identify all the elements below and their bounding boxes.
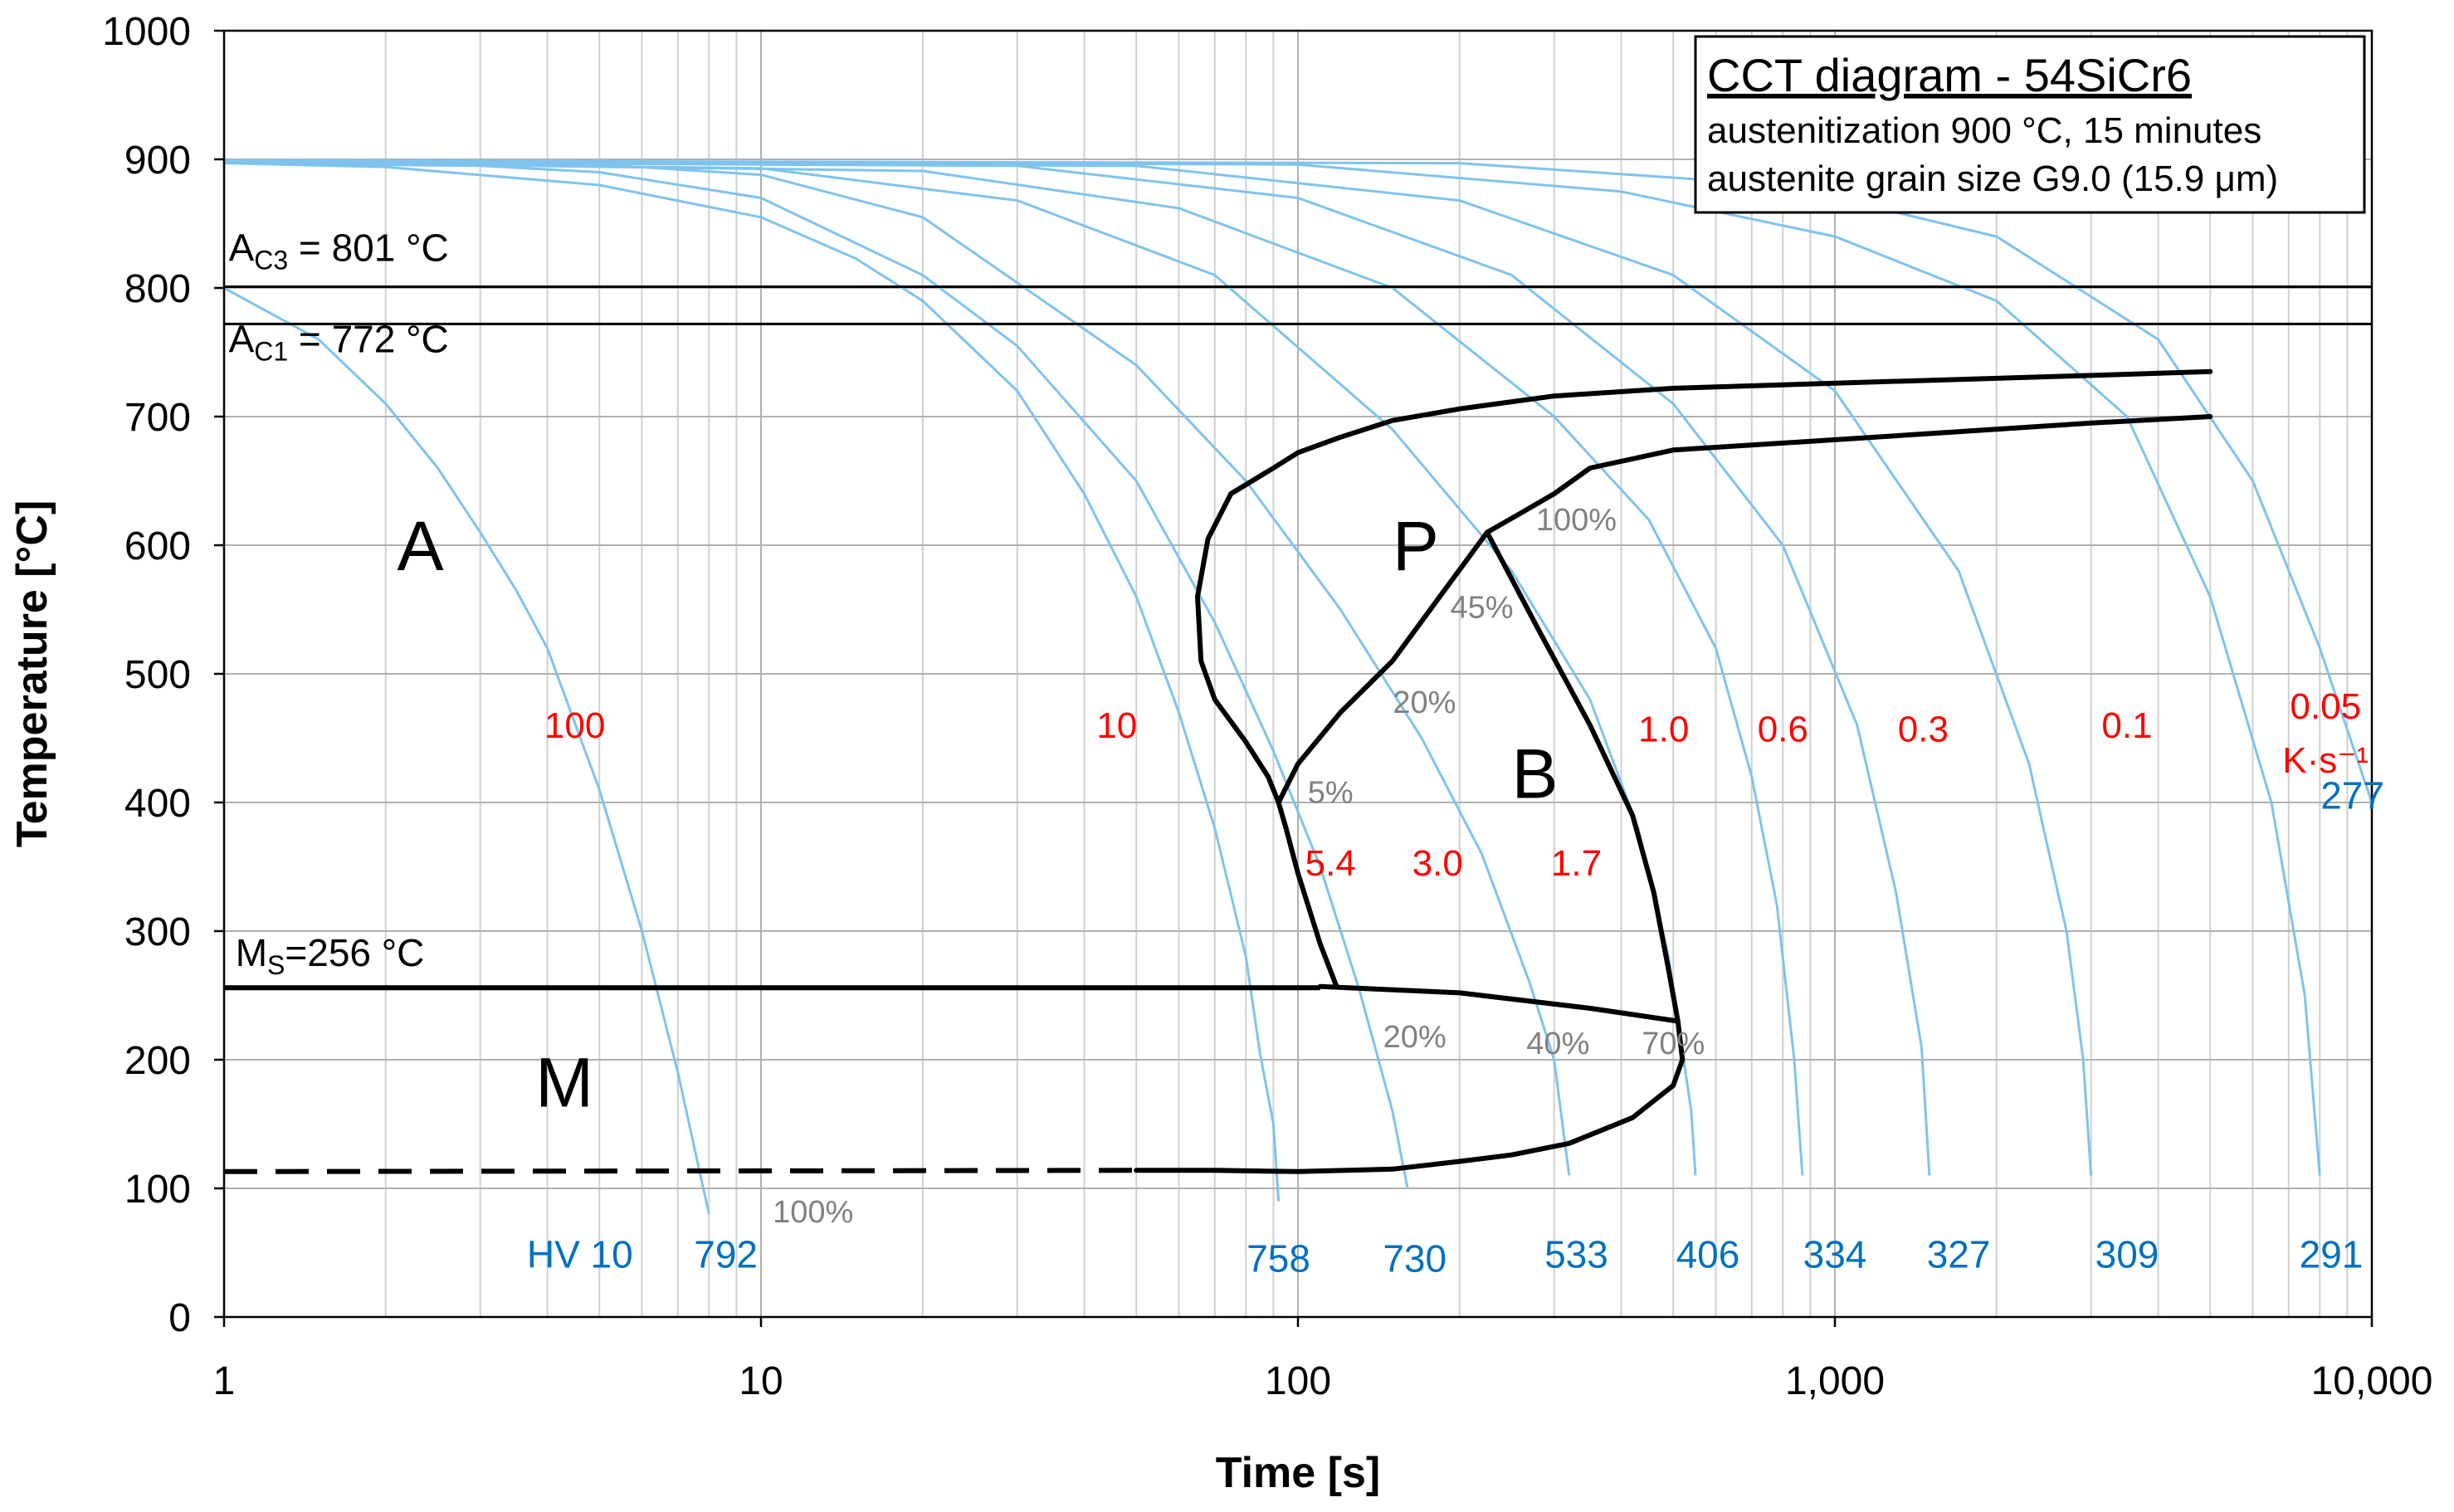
cooling-curve-100 [224, 286, 710, 1215]
y-tick-label: 300 [124, 910, 191, 954]
cooling-curve-10 [224, 162, 1281, 1202]
percent-label: 70% [1642, 1027, 1705, 1061]
y-tick-label: 100 [124, 1168, 191, 1212]
title-box-frame [1694, 35, 2366, 214]
x-tick-label: 1 [213, 1359, 236, 1403]
hardness-label: 533 [1544, 1233, 1608, 1276]
cooling-rate-label: 0.05 [2290, 686, 2361, 727]
phase-label-m: M [535, 1043, 593, 1121]
cooling-rate-label: 0.3 [1898, 710, 1949, 750]
y-tick-label: 0 [168, 1296, 191, 1340]
x-tick-label: 1,000 [1785, 1359, 1885, 1403]
ms-label: MS=256 °C [236, 931, 425, 980]
y-axis-title: Temperature [°C] [8, 500, 56, 848]
x-tick-label: 10 [739, 1359, 783, 1403]
hardness-label: 730 [1383, 1236, 1447, 1280]
cooling-rate-label: 0.6 [1758, 710, 1808, 750]
cooling-curve-0.6 [224, 160, 1931, 1176]
percent-label: 100% [773, 1195, 853, 1230]
hardness-label: 327 [1927, 1233, 1991, 1276]
cooling-rate-unit: K·s⁻¹ [2282, 740, 2369, 781]
austenitization-info: austenitization 900 °C, 15 minutes [1707, 110, 2261, 151]
cooling-curve-0.05 [224, 159, 2372, 803]
cooling-rate-label: 100 [544, 705, 605, 746]
percent-label: 20% [1393, 685, 1456, 720]
transformation-lines [223, 368, 2213, 1174]
critical-label-c1: AC1 = 772 °C [229, 318, 449, 367]
x-tick-label: 100 [1265, 1359, 1331, 1403]
critical-label-c3: AC3 = 801 °C [229, 226, 449, 275]
y-tick-label: 200 [124, 1039, 191, 1083]
title-box: CCT diagram - 54SiCr6 austenitization 90… [1694, 35, 2366, 214]
hardness-label: 792 [694, 1233, 758, 1276]
cooling-curve-0.3 [224, 160, 2093, 1176]
cooling-curve-1.7 [224, 160, 1697, 1176]
cooling-rate-label: 0.1 [2101, 705, 2152, 746]
cooling-curve-0.1 [224, 159, 2321, 1176]
annotations: A P B M 100 792 10 758 5.4 730 3.0 533 1.7 406 1.0 334 0… [397, 503, 2383, 1280]
cooling-rate-label: 1.0 [1638, 710, 1689, 750]
grain-size-info: austenite grain size G9.0 (15.9 μm) [1707, 159, 2278, 199]
hardness-label: 277 [2320, 773, 2384, 817]
cooling-curve-3.0 [224, 160, 1571, 1176]
percent-label: 40% [1526, 1027, 1589, 1061]
x-axis-title: Time [s] [1216, 1449, 1380, 1497]
grid [223, 30, 2373, 1318]
hardness-prefix: HV 10 [527, 1233, 633, 1276]
cooling-rate-label: 1.7 [1551, 843, 1602, 884]
cooling-rate-label: 5.4 [1305, 843, 1356, 884]
phase-label-p: P [1393, 507, 1439, 585]
y-tick-label: 700 [124, 396, 191, 440]
cooling-curves [224, 159, 2372, 1215]
pearlite-finish [1484, 414, 2213, 535]
martensite-finish [1134, 983, 1686, 1174]
y-tick-label: 800 [124, 267, 191, 311]
y-tick-label: 1000 [102, 10, 191, 54]
hardness-label: 334 [1803, 1233, 1867, 1276]
phase-label-a: A [397, 507, 443, 585]
pearlite-start [1195, 368, 2213, 989]
axis-tick-labels: 0 100 200 300 400 500 600 700 800 900 1000 1 10 100 1,… [102, 10, 2432, 1403]
y-tick-label: 400 [124, 782, 191, 826]
cooling-rate-label: 3.0 [1412, 843, 1463, 884]
cooling-rate-label: 10 [1096, 705, 1137, 746]
cooling-curve-1.0 [224, 160, 1804, 1176]
percent-label: 100% [1536, 503, 1617, 538]
chart-title: CCT diagram - 54SiCr6 [1707, 49, 2192, 101]
y-tick-label: 900 [124, 139, 191, 183]
y-tick-label: 600 [124, 524, 191, 568]
phase-label-b: B [1511, 734, 1558, 812]
critical-temperature-lines: AC3 = 801 °C AC1 = 772 °C MS=256 °C [224, 226, 2372, 991]
bainite-finish [1484, 529, 1681, 1024]
x-tick-label: 10,000 [2311, 1359, 2433, 1403]
hardness-label: 406 [1676, 1233, 1740, 1276]
martensite-finish-dashed [223, 1168, 1137, 1174]
percent-label: 45% [1451, 590, 1514, 625]
hardness-label: 309 [2095, 1233, 2159, 1276]
hardness-label: 758 [1247, 1236, 1310, 1280]
percent-label: 5% [1308, 776, 1354, 811]
hardness-label: 291 [2300, 1233, 2364, 1276]
bainite-start [1276, 529, 1490, 805]
y-tick-label: 500 [124, 653, 191, 697]
percent-label: 20% [1383, 1020, 1447, 1055]
